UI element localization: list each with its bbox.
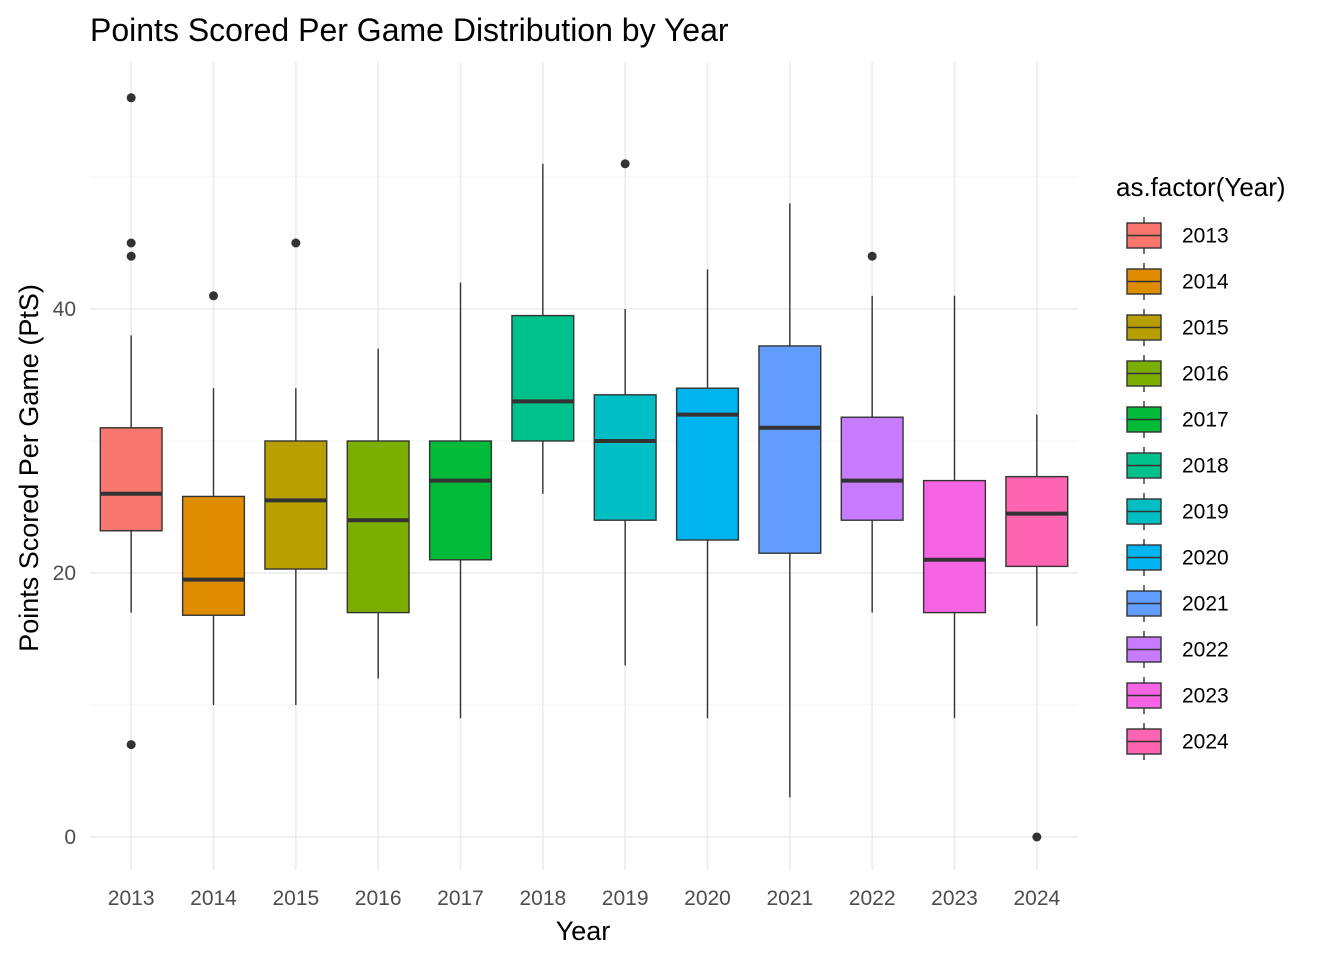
legend-label: 2017	[1182, 409, 1229, 432]
box-iqr	[593, 394, 657, 521]
box-iqr	[346, 440, 410, 614]
outlier-point	[291, 238, 301, 248]
outlier-point	[126, 251, 136, 261]
box-2024	[1005, 414, 1069, 842]
y-tick-label: 20	[53, 562, 76, 585]
legend-label: 2018	[1182, 455, 1229, 478]
box-iqr	[428, 440, 493, 561]
grid	[90, 62, 1078, 870]
x-tick-label: 2016	[355, 887, 402, 910]
y-tick-label: 0	[64, 826, 76, 849]
legend-label: 2021	[1182, 593, 1229, 616]
outlier-point	[126, 238, 136, 248]
box-iqr	[511, 314, 575, 442]
box-2016	[346, 348, 410, 679]
legend-item-2019: 2019	[1126, 493, 1229, 530]
x-tick-label: 2013	[108, 887, 155, 910]
legend-label: 2024	[1182, 731, 1229, 754]
legend-item-2015: 2015	[1126, 309, 1229, 346]
x-tick-label: 2014	[190, 887, 237, 910]
legend-item-2024: 2024	[1126, 723, 1229, 760]
x-tick-label: 2024	[1013, 887, 1060, 910]
box-iqr	[1005, 475, 1069, 568]
legend-label: 2015	[1182, 317, 1229, 340]
legend-label: 2022	[1182, 639, 1229, 662]
box-2019	[593, 159, 657, 666]
x-tick-label: 2021	[766, 887, 813, 910]
box-2014	[181, 291, 246, 705]
box-2015	[264, 238, 328, 705]
box-2013	[99, 93, 163, 750]
legend-item-2020: 2020	[1126, 539, 1229, 576]
legend-item-2022: 2022	[1126, 631, 1229, 668]
legend-item-2018: 2018	[1126, 447, 1229, 484]
legend-item-2016: 2016	[1126, 355, 1229, 392]
x-tick-label: 2022	[849, 887, 896, 910]
box-iqr	[99, 427, 163, 532]
box-iqr	[758, 345, 822, 554]
outlier-point	[209, 291, 218, 301]
box-2022	[840, 251, 904, 613]
x-tick-label: 2015	[272, 887, 319, 910]
x-tick-label: 2017	[437, 887, 484, 910]
legend-label: 2019	[1182, 501, 1229, 524]
legend: as.factor(Year) 2013 2014 2015 2016 2017 2018…	[1116, 172, 1286, 760]
chart-title: Points Scored Per Game Distribution by Y…	[90, 12, 729, 48]
box-iqr	[675, 387, 740, 541]
legend-item-2023: 2023	[1126, 677, 1229, 714]
legend-label: 2020	[1182, 547, 1229, 570]
box-2017	[428, 282, 493, 719]
x-tick-label: 2019	[602, 887, 649, 910]
y-tick-label: 40	[53, 298, 76, 321]
boxes	[99, 93, 1069, 842]
y-axis-title: Points Scored Per Game (PtS)	[14, 284, 44, 652]
box-iqr	[264, 440, 328, 570]
legend-item-2021: 2021	[1126, 585, 1229, 622]
legend-item-2017: 2017	[1126, 401, 1229, 438]
box-2020	[675, 269, 740, 719]
legend-item-2013: 2013	[1126, 217, 1229, 254]
outlier-point	[620, 159, 630, 169]
legend-item-2014: 2014	[1126, 263, 1229, 300]
outlier-point	[867, 251, 877, 261]
outlier-point	[126, 93, 136, 103]
tick-labels: 0 20 40 2013 2014 2015 2016 2017 2018 2019 2020 202…	[53, 298, 1061, 910]
box-iqr	[181, 495, 246, 616]
x-axis-title: Year	[556, 916, 611, 946]
legend-label: 2016	[1182, 363, 1229, 386]
box-2023	[922, 295, 987, 719]
legend-label: 2014	[1182, 271, 1229, 294]
outlier-point	[1032, 832, 1042, 842]
legend-label: 2023	[1182, 685, 1229, 708]
box-iqr	[840, 416, 904, 521]
outlier-point	[126, 740, 136, 750]
box-iqr	[922, 479, 987, 614]
x-tick-label: 2018	[519, 887, 566, 910]
legend-title: as.factor(Year)	[1116, 172, 1286, 202]
box-2018	[511, 163, 575, 494]
box-2021	[758, 203, 822, 798]
x-tick-label: 2020	[684, 887, 731, 910]
legend-label: 2013	[1182, 225, 1229, 248]
x-tick-label: 2023	[931, 887, 978, 910]
